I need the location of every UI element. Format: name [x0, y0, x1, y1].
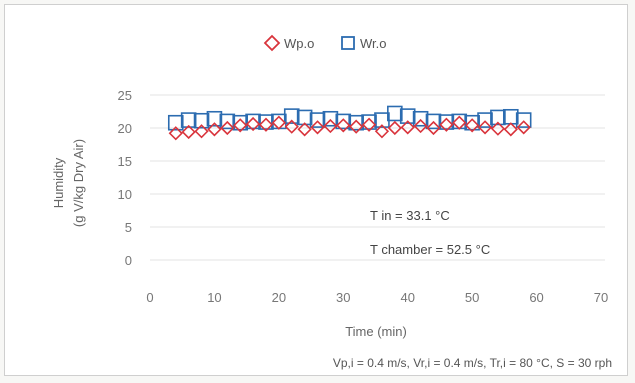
wro-point: [219, 113, 236, 130]
x-tick-labels: 0 10 20 30 40 50 60 70: [146, 290, 608, 305]
legend-square-icon: [341, 36, 355, 50]
x-tick-label: 20: [272, 290, 286, 305]
wpo-point: [271, 115, 286, 130]
wpo-point: [361, 117, 377, 132]
x-tick-label: 50: [465, 290, 479, 305]
y-tick-label: 10: [118, 187, 132, 202]
wro-point: [167, 114, 184, 131]
series-layer: [167, 105, 532, 141]
x-tick-label: 10: [207, 290, 221, 305]
wpo-point: [207, 122, 222, 137]
wpo-point: [297, 122, 312, 137]
y-axis-label-line2: (g V/kg Dry Air): [71, 139, 86, 227]
legend-label-wro: Wr.o: [360, 36, 387, 51]
t-in-annotation: T in = 33.1 °C: [370, 208, 450, 223]
wro-point: [232, 114, 248, 131]
y-tick-label: 5: [125, 220, 132, 235]
wro-point: [490, 109, 506, 126]
legend: Wp.o Wr.o: [263, 34, 387, 52]
t-chamber-annotation: T chamber = 52.5 °C: [370, 242, 490, 257]
wpo-point: [284, 119, 299, 134]
wro-point: [361, 114, 377, 130]
wro-point: [335, 113, 352, 130]
wpo-point: [400, 120, 415, 135]
wro-point: [387, 105, 403, 122]
gridlines: [150, 94, 605, 261]
wpo-point: [477, 120, 493, 135]
wpo-point: [233, 118, 248, 133]
wpo-point: [516, 120, 531, 135]
x-tick-label: 30: [336, 290, 350, 305]
x-tick-label: 70: [594, 290, 608, 305]
conditions-caption: Vp,i = 0.4 m/s, Vr,i = 0.4 m/s, Tr,i = 8…: [333, 356, 612, 370]
y-tick-labels: 0 5 10 15 20 25: [118, 88, 132, 268]
x-tick-label: 60: [529, 290, 543, 305]
wpo-point: [310, 120, 325, 135]
y-tick-label: 20: [118, 121, 132, 136]
wro-point: [438, 114, 455, 130]
wro-point: [477, 112, 493, 128]
legend-diamond-icon: [263, 34, 281, 52]
series-wpo: [168, 115, 531, 141]
y-tick-label: 15: [118, 154, 132, 169]
wpo-point: [490, 121, 506, 136]
wpo-point: [387, 120, 402, 136]
wro-point: [283, 108, 300, 124]
x-axis-label: Time (min): [345, 324, 407, 339]
wro-point: [309, 112, 326, 128]
wro-point: [245, 113, 261, 130]
wpo-point: [194, 124, 209, 139]
chart-frame: [4, 4, 628, 376]
wpo-point: [439, 117, 454, 132]
wpo-point: [452, 115, 467, 130]
wro-point: [399, 108, 416, 124]
wpo-point: [323, 118, 338, 134]
wro-point: [193, 112, 210, 129]
wro-point: [322, 110, 339, 127]
wro-point: [348, 114, 364, 131]
wro-point: [258, 114, 274, 130]
wro-point: [502, 108, 519, 125]
wpo-point: [336, 118, 351, 133]
legend-label-wpo: Wp.o: [284, 36, 314, 51]
wpo-point: [465, 118, 480, 133]
x-tick-label: 0: [146, 290, 153, 305]
wro-point: [425, 113, 442, 130]
wro-point: [206, 110, 223, 127]
x-tick-label: 40: [400, 290, 414, 305]
wpo-point: [426, 120, 441, 136]
wpo-point: [349, 119, 364, 134]
y-tick-label: 0: [125, 253, 132, 268]
wro-point: [412, 110, 429, 127]
wpo-point: [413, 118, 428, 134]
wro-point: [515, 112, 532, 128]
wpo-point: [220, 120, 235, 136]
wpo-point: [245, 116, 261, 132]
wpo-point: [503, 122, 518, 137]
wpo-point: [168, 126, 183, 141]
y-axis-label-line1: Humidity: [51, 157, 66, 208]
y-tick-label: 25: [118, 88, 132, 103]
wpo-point: [374, 124, 390, 139]
wpo-point: [258, 117, 274, 132]
wpo-point: [181, 124, 196, 140]
